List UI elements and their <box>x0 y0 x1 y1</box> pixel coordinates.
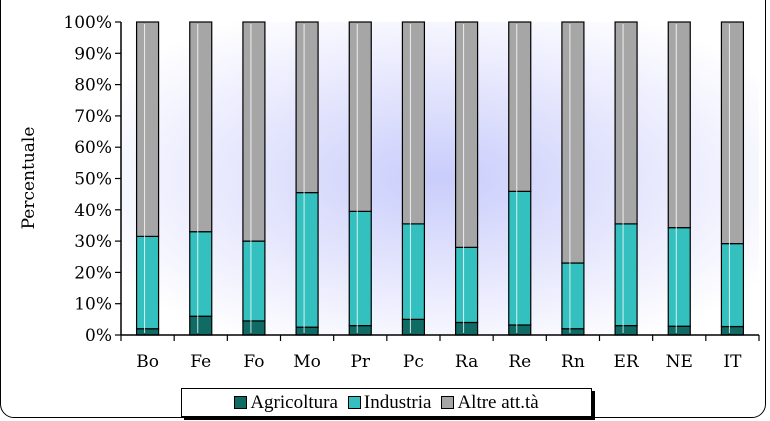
bar-mo-agricoltura <box>295 326 319 336</box>
legend: Agricoltura Industria Altre att.tà <box>181 388 592 417</box>
legend-item: Altre att.tà <box>441 391 539 414</box>
bar-fo-agricoltura <box>242 320 266 336</box>
y-tick-label: 10% <box>74 295 112 315</box>
y-tick-label: 50% <box>74 170 112 190</box>
bar-it-altre-att-t- <box>720 21 745 245</box>
bar-ne-altre-att-t- <box>667 21 691 229</box>
y-axis-label: Percentuale <box>19 127 39 230</box>
y-tick-label: 80% <box>74 76 112 96</box>
legend-swatch <box>441 396 455 409</box>
bar-bo-industria <box>135 235 160 330</box>
x-tick-label: Re <box>508 352 531 372</box>
bar-er-industria <box>614 223 638 327</box>
bar-ra-agricoltura <box>454 321 479 336</box>
bar-rn-agricoltura <box>561 328 585 336</box>
bar-fo-altre-att-t- <box>242 21 266 242</box>
x-tick-label: Ra <box>455 352 478 372</box>
bar-er-agricoltura <box>614 325 638 336</box>
x-tick-label: NE <box>666 352 693 372</box>
bar-it-agricoltura <box>720 325 745 336</box>
bar-bo-agricoltura <box>135 328 160 336</box>
plot-area <box>121 22 759 335</box>
bar-re-agricoltura <box>508 324 532 336</box>
bar-pc-agricoltura <box>401 318 426 336</box>
y-tick-label: 40% <box>74 201 112 221</box>
bar-ne-industria <box>667 227 691 327</box>
bar-mo-altre-att-t- <box>295 21 319 194</box>
bar-re-industria <box>508 190 532 326</box>
bar-fe-industria <box>189 231 213 317</box>
bar-ne-agricoltura <box>667 325 691 336</box>
x-tick-label: Rn <box>561 352 585 372</box>
bar-pc-altre-att-t- <box>401 21 426 225</box>
legend-label: Altre att.tà <box>457 391 539 413</box>
x-tick-label: ER <box>613 352 639 372</box>
bar-rn-industria <box>561 262 585 330</box>
bar-fe-agricoltura <box>189 315 213 336</box>
bar-pr-altre-att-t- <box>348 21 372 212</box>
legend-label: Industria <box>363 391 432 413</box>
bar-fo-industria <box>242 240 266 322</box>
y-tick-label: 20% <box>74 263 112 283</box>
x-tick-label: Pr <box>350 352 370 372</box>
y-tick-label: 100% <box>63 13 112 33</box>
y-tick-label: 0% <box>85 326 112 346</box>
legend-swatch <box>234 396 248 409</box>
bar-mo-industria <box>295 191 319 328</box>
x-tick-label: IT <box>723 352 742 372</box>
legend-swatch <box>347 396 361 409</box>
x-tick-label: Fe <box>190 352 211 372</box>
x-tick-label: Mo <box>293 352 321 372</box>
y-tick-label: 70% <box>74 107 112 127</box>
bar-ra-industria <box>454 246 479 324</box>
bar-bo-altre-att-t- <box>135 21 160 238</box>
x-tick-label: Bo <box>136 352 159 372</box>
bar-it-industria <box>720 243 745 328</box>
bar-rn-altre-att-t- <box>561 21 585 264</box>
legend-item: Agricoltura <box>234 392 338 414</box>
x-tick-label: Fo <box>243 352 264 372</box>
bar-pc-industria <box>401 223 426 320</box>
bar-re-altre-att-t- <box>508 21 532 192</box>
legend-item: Industria <box>347 391 432 414</box>
bar-er-altre-att-t- <box>614 21 638 225</box>
axes: 0% 10% 20% 30% 40% 50% 60% 70% 80% 90% 100% Bo Fe Fo M… <box>63 13 760 372</box>
bar-pr-industria <box>348 210 372 327</box>
legend-label: Agricoltura <box>250 391 338 413</box>
bar-ra-altre-att-t- <box>454 21 479 248</box>
y-tick-label: 60% <box>74 138 112 158</box>
y-tick-label: 90% <box>74 44 112 64</box>
y-tick-label: 30% <box>74 232 112 252</box>
bar-fe-altre-att-t- <box>189 21 213 233</box>
bars-layer <box>135 21 745 336</box>
bar-pr-agricoltura <box>348 325 372 336</box>
x-tick-label: Pc <box>403 352 424 372</box>
